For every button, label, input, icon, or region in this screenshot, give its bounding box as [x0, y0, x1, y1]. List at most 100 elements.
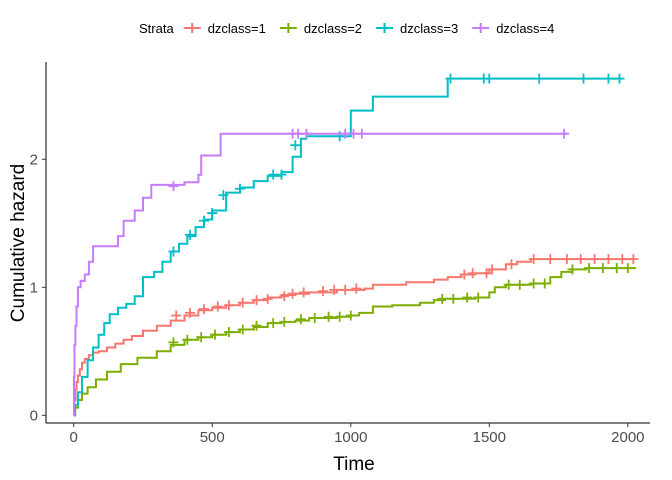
censor-mark: [567, 264, 578, 275]
censor-mark: [545, 254, 556, 265]
censor-mark: [287, 288, 298, 299]
y-axis-title: Cumulative hazard: [8, 164, 29, 322]
censor-mark: [301, 128, 312, 139]
legend-label: dzclass=3: [400, 21, 458, 36]
x-tick-label: 1000: [334, 429, 367, 446]
censor-mark: [198, 215, 209, 226]
censor-mark: [309, 313, 320, 324]
censor-mark: [223, 300, 234, 311]
censor-mark: [196, 332, 207, 343]
censor-mark: [234, 183, 245, 194]
x-tick-label: 0: [70, 429, 78, 446]
y-tick-label: 2: [30, 151, 38, 168]
censor-mark: [185, 307, 196, 318]
censor-mark: [614, 73, 625, 84]
censor-mark: [484, 73, 495, 84]
censor-mark: [168, 337, 179, 348]
censor-mark: [298, 287, 309, 298]
legend-label: dzclass=4: [496, 21, 554, 36]
censor-mark: [437, 293, 448, 304]
legend-title: Strata: [139, 21, 174, 36]
censor-mark: [617, 254, 628, 265]
censor-mark: [481, 268, 492, 279]
censor-mark: [329, 284, 340, 295]
censor-mark: [561, 254, 572, 265]
censor-mark: [251, 320, 262, 331]
censor-mark: [290, 140, 301, 151]
censor-mark: [237, 297, 248, 308]
legend-key-mark: [379, 23, 390, 33]
censor-mark: [210, 329, 221, 340]
censor-mark: [603, 254, 614, 265]
censor-mark: [445, 73, 456, 84]
censor-mark: [218, 190, 229, 201]
y-tick-label: 0: [30, 407, 38, 424]
censor-mark: [334, 311, 345, 322]
censor-mark: [318, 286, 329, 297]
series-line-3: [73, 77, 623, 417]
axes: 0 500 1000 1500 2000 0 1 2: [30, 62, 650, 446]
censor-mark: [611, 263, 622, 274]
legend-label: dzclass=1: [208, 21, 266, 36]
censor-mark: [207, 208, 218, 219]
legend-key-mark: [283, 23, 294, 33]
x-axis-title: Time: [333, 454, 375, 475]
censor-mark: [575, 254, 586, 265]
censor-mark: [459, 269, 470, 280]
censor-mark: [487, 264, 498, 275]
legend-key-mark: [187, 23, 198, 33]
legend-label: dzclass=2: [304, 21, 362, 36]
x-ticks: 0 500 1000 1500 2000: [70, 423, 645, 446]
censor-mark: [622, 263, 633, 274]
censor-mark: [356, 128, 367, 139]
censor-mark: [628, 254, 639, 265]
censor-mark: [251, 295, 262, 306]
censor-mark: [340, 284, 351, 295]
censor-mark: [528, 278, 539, 289]
censor-mark: [168, 246, 179, 257]
censor-mark: [559, 128, 570, 139]
censor-mark: [212, 301, 223, 312]
censor-mark: [168, 181, 179, 192]
censor-mark: [503, 279, 514, 290]
censor-mark: [323, 311, 334, 322]
censor-mark: [295, 314, 306, 325]
censor-mark: [223, 327, 234, 338]
censor-mark: [528, 254, 539, 265]
y-tick-label: 1: [30, 279, 38, 296]
censor-mark: [279, 291, 290, 302]
plot-area: [73, 73, 639, 417]
censor-mark: [462, 292, 473, 303]
x-tick-label: 500: [200, 429, 225, 446]
censor-mark: [171, 310, 182, 321]
censor-mark: [603, 73, 614, 84]
series-line-1: [73, 258, 637, 417]
censor-mark: [345, 310, 356, 321]
censor-mark: [514, 279, 525, 290]
x-tick-label: 2000: [611, 429, 644, 446]
censor-mark: [268, 318, 279, 329]
censor-mark: [262, 293, 273, 304]
censor-mark: [584, 263, 595, 274]
censor-mark: [279, 316, 290, 327]
censor-mark: [276, 169, 287, 180]
censor-mark: [578, 73, 589, 84]
y-ticks: 0 1 2: [30, 151, 46, 424]
censor-mark: [506, 259, 517, 270]
censor-mark: [448, 293, 459, 304]
censor-mark: [237, 324, 248, 335]
censor-mark: [182, 334, 193, 345]
series-line-4: [73, 132, 567, 417]
censor-mark: [185, 229, 196, 240]
censor-mark: [467, 268, 478, 279]
censor-mark: [589, 254, 600, 265]
censor-mark: [534, 73, 545, 84]
censor-mark: [473, 292, 484, 303]
censor-mark: [539, 278, 550, 289]
legend: Strata dzclass=1 dzclass=2 dzclass=3 dzclas…: [139, 21, 554, 36]
x-tick-label: 1500: [473, 429, 506, 446]
censor-mark: [198, 304, 209, 315]
legend-key-mark: [475, 23, 486, 33]
censor-mark: [597, 263, 608, 274]
